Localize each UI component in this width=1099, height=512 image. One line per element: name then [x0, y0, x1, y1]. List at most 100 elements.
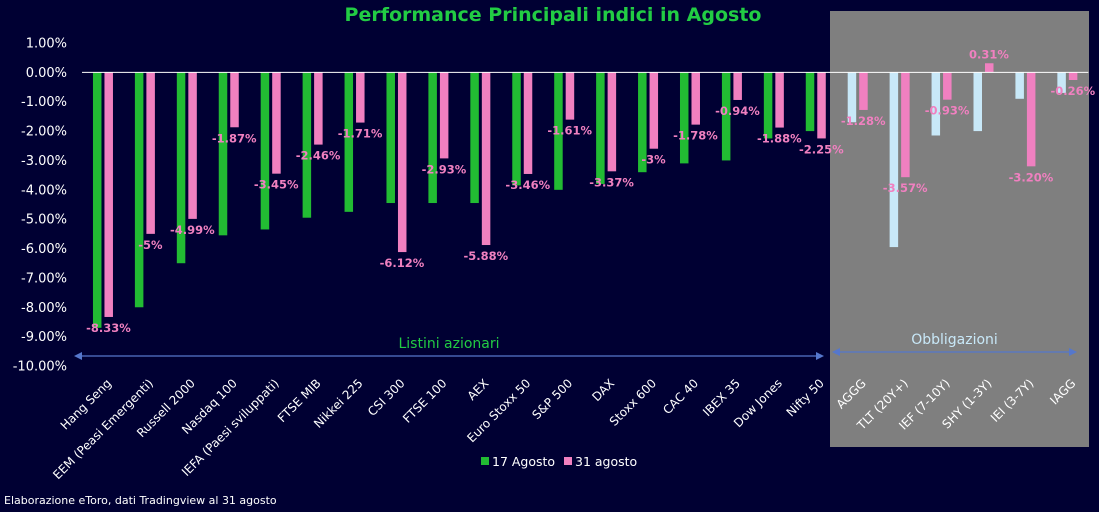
group-brackets: Listini azionari Obbligazioni	[74, 332, 1077, 360]
data-label: -1.61%	[547, 124, 592, 138]
data-label: -1.78%	[673, 129, 718, 143]
chart-title: Performance Principali indici in Agosto	[345, 4, 762, 26]
bar-17-agosto	[805, 72, 815, 132]
y-axis: 1.00% 0.00% -1.00% -2.00% -3.00% -4.00% -5.00%…	[13, 37, 67, 375]
bar-31-agosto	[943, 72, 952, 100]
legend-swatch	[564, 457, 572, 465]
data-label: -0.93%	[925, 104, 970, 118]
bar-17-agosto	[763, 72, 773, 139]
bar-17-agosto	[721, 72, 731, 161]
bar-31-agosto	[775, 72, 784, 128]
y-tick-label: 1.00%	[26, 37, 67, 52]
bar-31-agosto	[146, 72, 155, 234]
bar-17-agosto	[1057, 72, 1066, 93]
group-label: Listini azionari	[398, 336, 499, 352]
bar-17-agosto	[428, 72, 437, 204]
bar-17-agosto	[92, 72, 102, 328]
data-label: -1.88%	[757, 132, 802, 146]
data-label: -4.99%	[170, 223, 215, 237]
data-label: -3.20%	[1009, 170, 1054, 184]
data-label: -2.46%	[296, 149, 341, 163]
data-label: -0.94%	[715, 104, 760, 118]
legend-label: 17 Agosto	[492, 454, 555, 469]
category-label: S&P 500	[529, 376, 575, 422]
bar-17-agosto	[554, 72, 563, 190]
y-tick-label: -1.00%	[21, 95, 67, 110]
bar-17-agosto	[218, 72, 228, 236]
source-note: Elaborazione eToro, dati Tradingview al …	[4, 494, 277, 507]
data-labels: -8.33% -5% -4.99% -1.87% -3.45% -2.46% -1.71% -…	[86, 47, 1096, 335]
bar-17-agosto	[847, 72, 857, 123]
arrow-head-icon	[816, 352, 824, 360]
bar-17-agosto	[973, 72, 982, 132]
data-label: -3.57%	[883, 181, 928, 195]
bond-panel-background	[830, 11, 1089, 447]
bar-31-agosto	[1026, 72, 1036, 167]
bar-17-agosto	[1015, 72, 1024, 99]
data-label: -2.93%	[422, 162, 467, 176]
bar-31-agosto	[733, 72, 742, 100]
y-tick-label: -7.00%	[21, 271, 67, 286]
bar-31-agosto	[649, 72, 659, 149]
bar-31-agosto	[859, 72, 868, 110]
bar-17-agosto	[889, 72, 899, 248]
data-label: -6.12%	[380, 256, 425, 270]
bar-31-agosto	[817, 72, 826, 139]
category-label: CSI 300	[365, 376, 408, 419]
category-label: AEX	[465, 376, 492, 403]
arrow-head-icon	[1069, 348, 1077, 356]
data-label: -1.87%	[212, 131, 257, 145]
bar-31-agosto	[1068, 72, 1078, 80]
bar-17-agosto	[344, 72, 354, 212]
data-label: -1.28%	[841, 114, 886, 128]
bar-17-agosto	[638, 72, 647, 173]
bar-31-agosto	[356, 72, 365, 123]
y-tick-label: -4.00%	[21, 183, 67, 198]
category-label: Nifty 50	[784, 376, 827, 419]
bar-31-agosto	[691, 72, 700, 125]
y-tick-label: -5.00%	[21, 213, 67, 228]
category-label: DAX	[589, 376, 617, 404]
data-label: 0.31%	[969, 47, 1009, 61]
data-label: -3%	[641, 153, 666, 167]
y-tick-label: -9.00%	[21, 330, 67, 345]
data-label: -3.46%	[505, 178, 550, 192]
y-tick-label: -8.00%	[21, 301, 67, 316]
bar-31-agosto	[272, 72, 281, 174]
data-label: -5.88%	[463, 249, 508, 263]
bar-17-agosto	[512, 72, 521, 186]
data-label: -0.26%	[1051, 84, 1096, 98]
bar-31-agosto	[104, 72, 113, 317]
y-tick-label: -2.00%	[21, 125, 67, 140]
bars	[92, 63, 1078, 328]
data-label: -2.25%	[799, 142, 844, 156]
bar-31-agosto	[481, 72, 491, 246]
y-tick-label: -3.00%	[21, 154, 67, 169]
bar-31-agosto	[439, 72, 449, 159]
category-label: CAC 40	[660, 376, 701, 417]
data-label: -3.45%	[254, 178, 299, 192]
bar-31-agosto	[314, 72, 323, 145]
bar-31-agosto	[230, 72, 239, 128]
bar-17-agosto	[931, 72, 941, 136]
bar-17-agosto	[679, 72, 689, 164]
legend: 17 Agosto 31 agosto	[481, 454, 637, 469]
data-label: -1.71%	[338, 127, 383, 141]
y-tick-label: 0.00%	[26, 66, 67, 81]
category-label: FTSE 100	[400, 376, 449, 425]
bar-31-agosto	[565, 72, 575, 120]
group-label: Obbligazioni	[911, 332, 998, 348]
bar-17-agosto	[260, 72, 270, 230]
bar-31-agosto	[607, 72, 617, 172]
arrow-head-icon	[832, 348, 840, 356]
bar-17-agosto	[302, 72, 312, 218]
bar-17-agosto	[470, 72, 479, 204]
bar-31-agosto	[984, 63, 994, 73]
bar-31-agosto	[523, 72, 533, 174]
bar-17-agosto	[176, 72, 186, 264]
bar-31-agosto	[188, 72, 197, 219]
data-label: -8.33%	[86, 321, 131, 335]
bar-31-agosto	[901, 72, 910, 178]
bar-17-agosto	[134, 72, 144, 308]
